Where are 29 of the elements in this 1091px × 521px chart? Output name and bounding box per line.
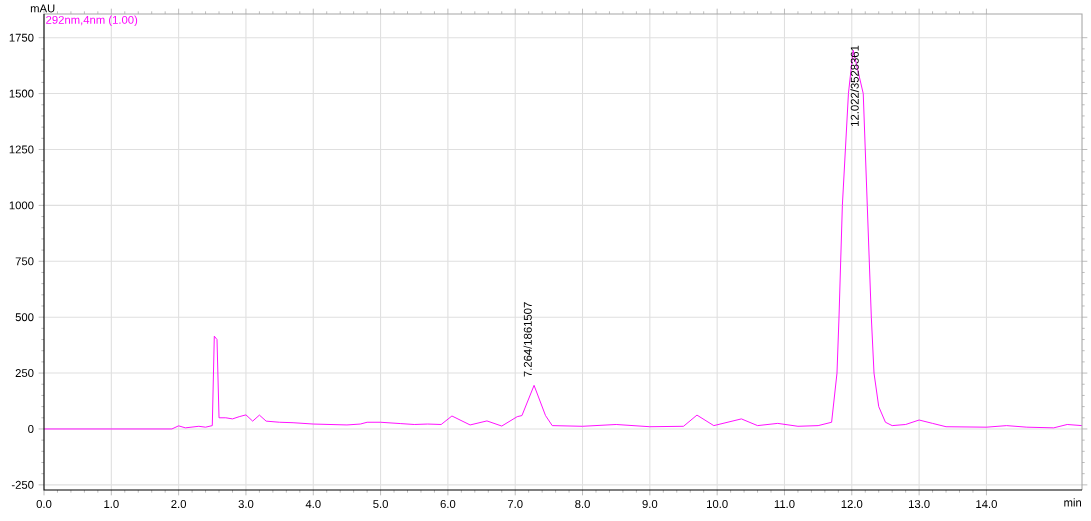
x-tick-label: 7.0	[507, 500, 523, 509]
x-tick-label: 10.0	[707, 500, 728, 509]
y-tick-label: -250	[11, 480, 34, 489]
x-tick-label: 0.0	[36, 500, 52, 509]
x-tick-label: 2.0	[171, 500, 187, 509]
x-axis-title: min	[1064, 498, 1082, 507]
x-tick-label: 5.0	[373, 500, 388, 509]
x-tick-label: 1.0	[104, 500, 119, 509]
x-tick-label: 6.0	[440, 500, 456, 509]
annotation: 12.022/3528361	[850, 45, 859, 126]
annotation: 7.264/1861507	[523, 302, 532, 377]
y-axis-title: mAU	[30, 4, 55, 13]
y-tick-label: 1750	[9, 33, 34, 42]
y-tick-label: 1000	[9, 201, 34, 210]
annotation: 292nm,4nm (1.00)	[46, 15, 138, 27]
x-tick-label: 4.0	[305, 500, 321, 509]
x-tick-label: 11.0	[774, 500, 795, 509]
y-tick-label: 1500	[9, 89, 34, 98]
x-tick-label: 14.0	[976, 500, 997, 509]
x-tick-label: 13.0	[908, 500, 930, 509]
y-tick-label: 500	[15, 313, 34, 322]
x-tick-label: 8.0	[575, 500, 590, 509]
y-tick-label: 250	[15, 369, 34, 378]
x-tick-label: 9.0	[642, 500, 658, 509]
x-tick-label: 12.0	[841, 500, 863, 509]
y-tick-label: 750	[15, 257, 34, 266]
y-tick-label: 0	[28, 424, 34, 433]
x-tick-label: 3.0	[238, 500, 254, 509]
y-tick-label: 1250	[9, 145, 34, 154]
